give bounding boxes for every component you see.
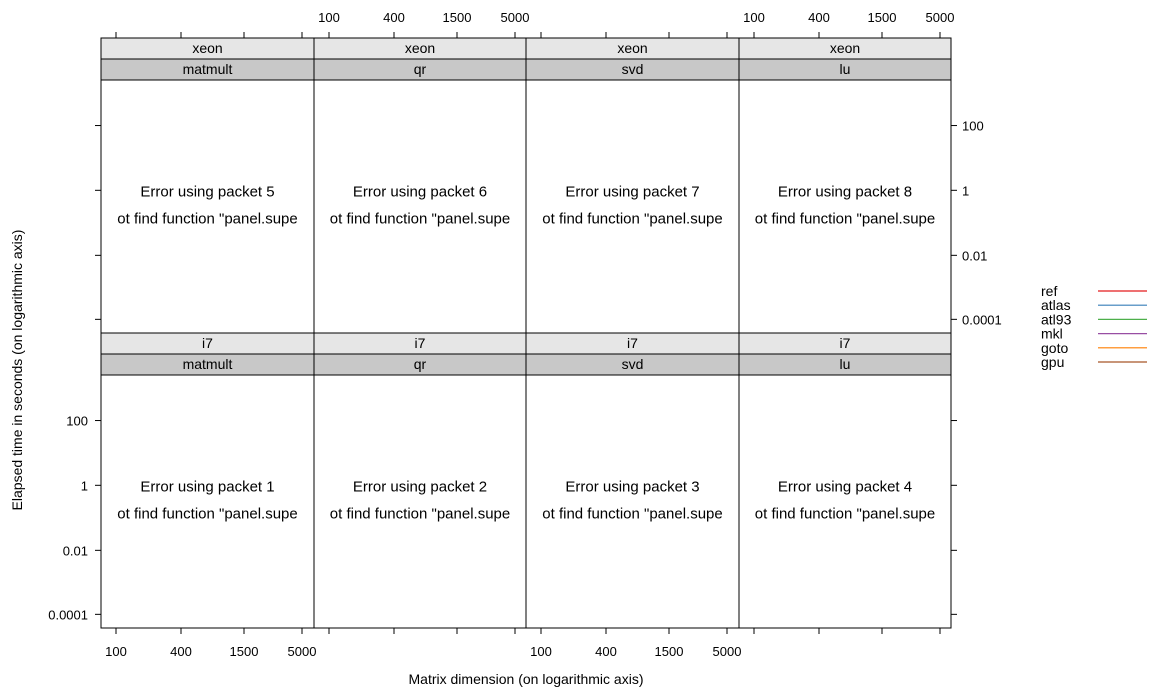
- x-tick-label-top: 100: [318, 10, 340, 25]
- legend-label-gpu: gpu: [1041, 354, 1064, 370]
- strip-operation-label: svd: [622, 356, 644, 372]
- plot-area: [738, 374, 952, 629]
- strip-operation-label: qr: [414, 356, 427, 372]
- x-tick-label-bottom: 1500: [230, 644, 259, 659]
- strip-operation-label: lu: [840, 356, 851, 372]
- x-tick-label-bottom: 100: [530, 644, 552, 659]
- x-tick-label-bottom: 400: [170, 644, 192, 659]
- legend-label-goto: goto: [1041, 340, 1068, 356]
- error-detail: ot find function "panel.supe: [330, 505, 510, 522]
- y-tick-label-right: 0.01: [962, 248, 987, 263]
- x-tick-label-bottom: 5000: [288, 644, 317, 659]
- y-tick-label-left: 1: [81, 478, 88, 493]
- error-detail: ot find function "panel.supe: [542, 505, 722, 522]
- plot-area: [100, 374, 315, 629]
- error-message: Error using packet 7: [565, 183, 699, 200]
- panel-i7-matmult: i7 matmult Error using packet 1 ot find fun…: [100, 332, 315, 629]
- plot-area: [100, 79, 315, 334]
- x-tick-label-top: 5000: [501, 10, 530, 25]
- error-message: Error using packet 6: [353, 183, 487, 200]
- strip-machine-label: i7: [202, 335, 213, 351]
- panel-grid: xeon matmult Error using packet 5 ot find f…: [100, 37, 952, 629]
- y-tick-label-right: 100: [962, 119, 984, 134]
- plot-area: [525, 374, 740, 629]
- panel-xeon-lu: xeon lu Error using packet 8 ot find functi…: [738, 37, 952, 334]
- plot-area: [738, 79, 952, 334]
- strip-machine-label: xeon: [617, 40, 647, 56]
- legend-label-atlas: atlas: [1041, 297, 1071, 313]
- x-tick-label-top: 1500: [443, 10, 472, 25]
- strip-operation-label: matmult: [183, 61, 233, 77]
- x-axis-label: Matrix dimension (on logarithmic axis): [409, 671, 644, 687]
- error-message: Error using packet 3: [565, 478, 699, 495]
- strip-machine-label: i7: [627, 335, 638, 351]
- strip-machine-label: xeon: [830, 40, 860, 56]
- error-detail: ot find function "panel.supe: [755, 210, 935, 227]
- error-message: Error using packet 1: [140, 478, 274, 495]
- strip-machine-label: i7: [840, 335, 851, 351]
- plot-area: [525, 79, 740, 334]
- error-message: Error using packet 8: [778, 183, 912, 200]
- panel-xeon-qr: xeon qr Error using packet 6 ot find functi…: [313, 37, 527, 334]
- x-tick-label-top: 1500: [868, 10, 897, 25]
- x-tick-label-bottom: 5000: [713, 644, 742, 659]
- x-tick-label-bottom: 400: [595, 644, 617, 659]
- y-tick-label-left: 0.0001: [48, 607, 88, 622]
- legend-label-mkl: mkl: [1041, 326, 1063, 342]
- panel-i7-lu: i7 lu Error using packet 4 ot find function…: [738, 332, 952, 629]
- strip-operation-label: matmult: [183, 356, 233, 372]
- strip-machine-label: xeon: [192, 40, 222, 56]
- axes: 100 400 1500 5000 100 400 1500 5000 100 400 1500 50…: [48, 10, 1002, 659]
- panel-xeon-matmult: xeon matmult Error using packet 5 ot find f…: [100, 37, 315, 334]
- panel-i7-qr: i7 qr Error using packet 2 ot find function…: [313, 332, 527, 629]
- y-tick-label-left: 100: [66, 414, 88, 429]
- y-axis-label: Elapsed time in seconds (on logarithmic …: [9, 230, 25, 511]
- panel-xeon-svd: xeon svd Error using packet 7 ot find funct…: [525, 37, 740, 334]
- x-tick-label-top: 100: [743, 10, 765, 25]
- x-tick-label-top: 400: [383, 10, 405, 25]
- error-detail: ot find function "panel.supe: [542, 210, 722, 227]
- legend-label-ref: ref: [1041, 283, 1057, 299]
- panel-i7-svd: i7 svd Error using packet 3 ot find functio…: [525, 332, 740, 629]
- x-tick-label-top: 400: [808, 10, 830, 25]
- legend-label-atl93: atl93: [1041, 311, 1072, 327]
- error-message: Error using packet 4: [778, 478, 912, 495]
- plot-area: [313, 79, 527, 334]
- error-detail: ot find function "panel.supe: [755, 505, 935, 522]
- x-tick-label-bottom: 100: [105, 644, 127, 659]
- strip-machine-label: i7: [415, 335, 426, 351]
- strip-operation-label: lu: [840, 61, 851, 77]
- plot-area: [313, 374, 527, 629]
- strip-operation-label: qr: [414, 61, 427, 77]
- x-tick-label-bottom: 1500: [655, 644, 684, 659]
- error-message: Error using packet 2: [353, 478, 487, 495]
- strip-machine-label: xeon: [405, 40, 435, 56]
- error-detail: ot find function "panel.supe: [117, 210, 297, 227]
- error-detail: ot find function "panel.supe: [330, 210, 510, 227]
- y-tick-label-right: 1: [962, 183, 969, 198]
- strip-operation-label: svd: [622, 61, 644, 77]
- x-tick-label-top: 5000: [926, 10, 955, 25]
- y-tick-label-right: 0.0001: [962, 312, 1002, 327]
- error-message: Error using packet 5: [140, 183, 274, 200]
- y-tick-label-left: 0.01: [63, 543, 88, 558]
- error-detail: ot find function "panel.supe: [117, 505, 297, 522]
